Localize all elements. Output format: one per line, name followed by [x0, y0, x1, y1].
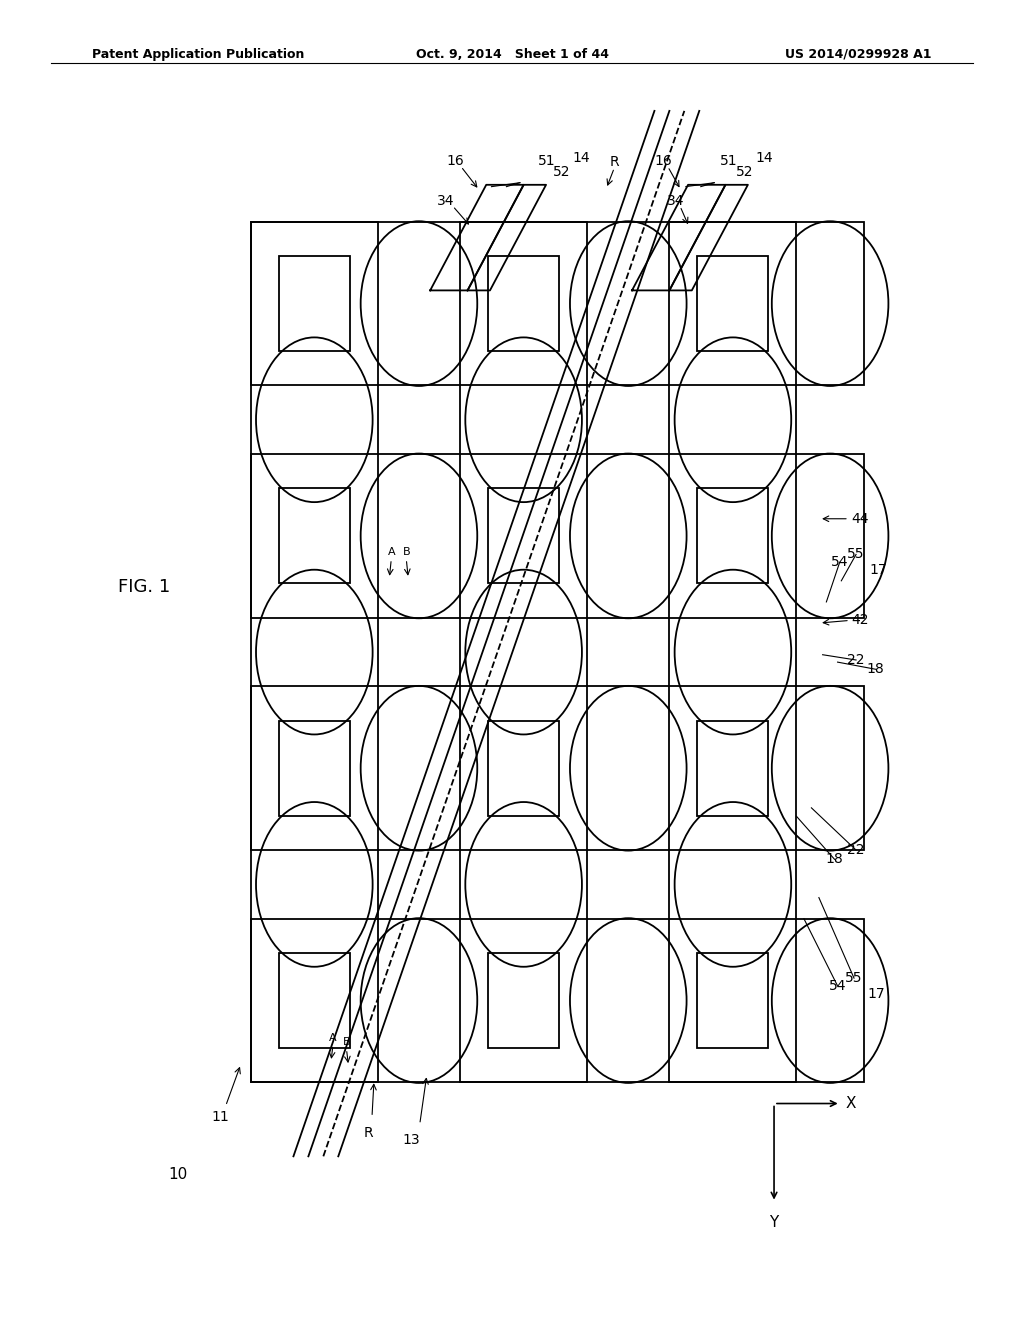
Text: 52: 52	[553, 165, 571, 178]
Text: US 2014/0299928 A1: US 2014/0299928 A1	[785, 48, 932, 61]
Text: X: X	[846, 1096, 856, 1111]
Bar	[251, 222, 378, 1082]
Bar	[251, 222, 864, 385]
Bar	[670, 222, 797, 1082]
Bar	[251, 454, 864, 618]
Bar	[488, 721, 559, 816]
Text: 14: 14	[755, 152, 773, 165]
Text: B: B	[402, 548, 410, 557]
Bar	[488, 488, 559, 583]
Text: 18: 18	[825, 853, 844, 866]
Text: 44: 44	[851, 512, 869, 525]
Bar	[279, 721, 350, 816]
Text: 16: 16	[654, 154, 673, 168]
Bar	[697, 721, 768, 816]
Text: 54: 54	[830, 556, 849, 569]
Text: 51: 51	[720, 154, 738, 168]
Bar	[251, 919, 864, 1082]
Text: 51: 51	[538, 154, 556, 168]
Bar	[460, 222, 587, 1082]
Text: 16: 16	[446, 154, 465, 168]
Text: 52: 52	[735, 165, 754, 178]
Bar	[251, 686, 864, 850]
Bar	[488, 256, 559, 351]
Bar	[697, 256, 768, 351]
Text: R: R	[609, 156, 620, 169]
Text: 42: 42	[851, 614, 869, 627]
Text: A: A	[329, 1034, 337, 1043]
Text: 14: 14	[572, 152, 591, 165]
Bar	[279, 256, 350, 351]
Text: 22: 22	[847, 843, 865, 857]
Text: 11: 11	[212, 1110, 229, 1123]
Text: 55: 55	[847, 548, 865, 561]
Text: 13: 13	[402, 1134, 420, 1147]
Text: 17: 17	[867, 987, 886, 1001]
Text: A: A	[387, 548, 395, 557]
Bar	[697, 488, 768, 583]
Text: 22: 22	[847, 653, 865, 667]
Text: 54: 54	[828, 979, 847, 993]
Text: Y: Y	[769, 1214, 778, 1230]
Bar	[488, 953, 559, 1048]
Bar	[279, 953, 350, 1048]
Text: Oct. 9, 2014   Sheet 1 of 44: Oct. 9, 2014 Sheet 1 of 44	[416, 48, 608, 61]
Text: 18: 18	[866, 663, 885, 676]
Text: R: R	[365, 1126, 374, 1140]
Text: 10: 10	[169, 1167, 187, 1183]
Bar	[697, 953, 768, 1048]
Text: 34: 34	[436, 194, 455, 207]
Text: 17: 17	[869, 564, 888, 577]
Text: FIG. 1: FIG. 1	[118, 578, 170, 597]
Text: 55: 55	[845, 972, 863, 985]
Text: Patent Application Publication: Patent Application Publication	[92, 48, 304, 61]
Bar	[279, 488, 350, 583]
Text: B: B	[343, 1038, 350, 1047]
Text: 34: 34	[667, 194, 685, 207]
